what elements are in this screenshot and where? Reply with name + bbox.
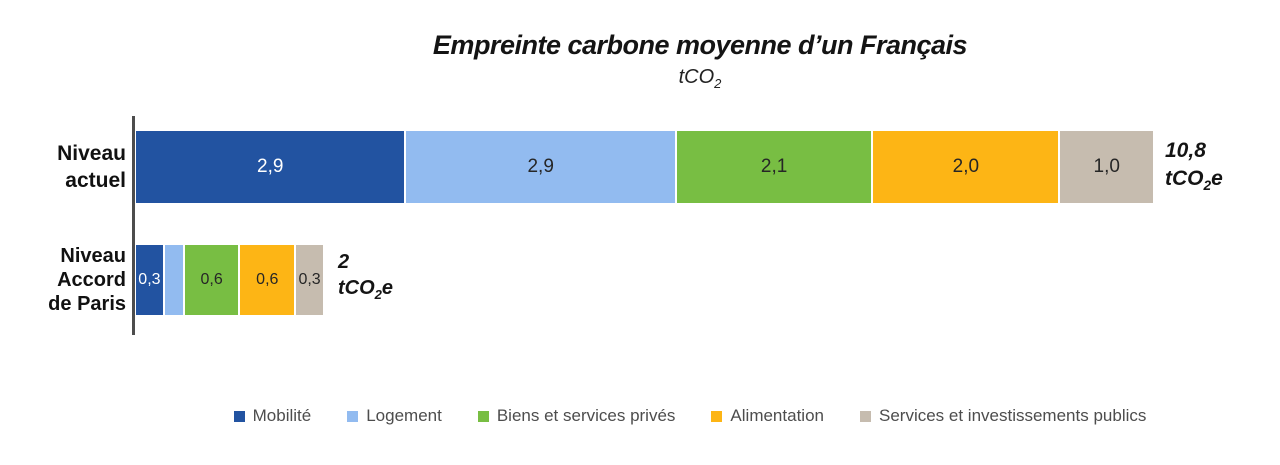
bar-segment-logement (164, 245, 183, 315)
bar-segment-alimentation: 2,0 (873, 131, 1059, 203)
total-label-accord-de-paris: 2 tCO2e (338, 249, 393, 301)
unit-subscript: 2 (714, 76, 722, 91)
unit-subscript: 2 (374, 287, 382, 302)
y-axis-line (132, 116, 135, 335)
legend-swatch-biens-services-prives (477, 410, 489, 422)
segment-value-label: 1,0 (1093, 156, 1120, 177)
unit-subscript: 2 (1203, 178, 1212, 194)
legend-item-alimentation: Alimentation (711, 406, 824, 426)
legend-label: Logement (366, 406, 442, 425)
legend-swatch-logement (347, 410, 359, 422)
total-value: 10,8 (1165, 139, 1206, 162)
category-label-accord-de-paris: Niveau Accord de Paris (0, 244, 126, 316)
category-label-line: actuel (65, 169, 126, 192)
legend-label: Alimentation (730, 406, 824, 425)
legend-swatch-mobilite (233, 410, 245, 422)
legend: Mobilité Logement Biens et services priv… (100, 406, 1280, 426)
category-label-niveau-actuel: Niveau actuel (0, 140, 126, 194)
category-label-line: de Paris (48, 293, 126, 315)
category-label-line: Niveau (60, 245, 126, 267)
total-unit: tCO2e (338, 275, 393, 301)
segment-value-label: 2,1 (760, 156, 788, 177)
bar-segment-services-publics: 1,0 (1060, 131, 1153, 203)
bar-segment-services-publics: 0,3 (296, 245, 323, 315)
bar-segment-mobilite: 2,9 (136, 131, 405, 203)
legend-item-services-publics: Services et investissements publics (859, 406, 1147, 426)
category-label-line: Accord (57, 269, 126, 291)
unit-suffix: e (1211, 167, 1223, 190)
segment-value-label: 0,6 (256, 271, 279, 288)
bar-segment-alimentation: 0,6 (240, 245, 295, 315)
bar-segment-mobilite: 0,3 (136, 245, 163, 315)
total-label-niveau-actuel: 10,8 tCO2e (1165, 137, 1223, 193)
legend-item-logement: Logement (347, 406, 442, 426)
legend-swatch-services-publics (859, 410, 871, 422)
legend-label: Services et investissements publics (878, 406, 1147, 425)
chart-unit-subtitle: tCO2 (120, 66, 1280, 91)
bar-niveau-actuel: 2,9 2,9 2,1 2,0 1,0 (136, 131, 1153, 203)
unit-text: tCO (1165, 167, 1204, 190)
unit-text: tCO (338, 277, 375, 299)
total-unit: tCO2e (1165, 165, 1223, 193)
segment-value-label: 2,9 (527, 156, 554, 177)
legend-label: Mobilité (252, 406, 312, 425)
chart-title: Empreinte carbone moyenne d’un Français (432, 30, 968, 60)
legend-item-mobilite: Mobilité (233, 406, 312, 426)
category-label-line: Niveau (57, 142, 126, 165)
segment-value-label: 0,3 (298, 271, 321, 288)
bar-segment-biens-services-prives: 0,6 (184, 245, 239, 315)
segment-value-label: 0,6 (200, 271, 223, 288)
unit-suffix: e (381, 277, 394, 299)
legend-label: Biens et services privés (496, 406, 676, 425)
total-value: 2 (338, 251, 350, 273)
segment-value-label: 2,0 (952, 156, 980, 177)
unit-text: tCO (678, 66, 715, 88)
bar-accord-de-paris: 0,3 0,6 0,6 0,3 (136, 245, 323, 315)
bar-segment-logement: 2,9 (406, 131, 675, 203)
segment-value-label: 0,3 (138, 271, 161, 288)
bar-segment-biens-services-prives: 2,1 (676, 131, 872, 203)
legend-item-biens-services-prives: Biens et services privés (477, 406, 676, 426)
legend-swatch-alimentation (711, 410, 723, 422)
segment-value-label: 2,9 (257, 156, 284, 177)
